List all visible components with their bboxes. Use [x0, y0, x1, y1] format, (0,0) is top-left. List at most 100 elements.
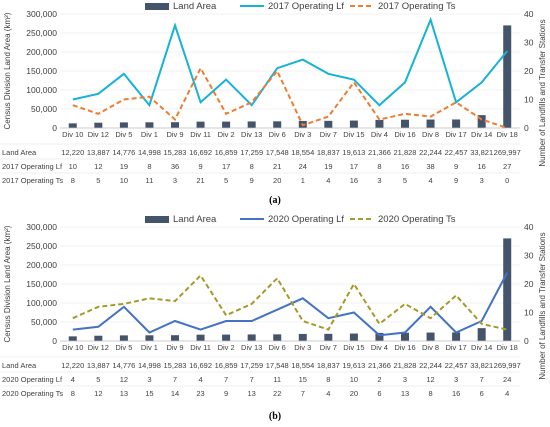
y-tick-label: 200,000 [26, 47, 57, 57]
x-tick-label: Div 3 [294, 343, 311, 352]
table-cell: 5 [224, 176, 228, 185]
y-tick-label: 250,000 [26, 241, 57, 251]
table-cell: 16 [350, 176, 358, 185]
table-cell: 16 [477, 162, 485, 171]
chart-panel-b: 0 50,000 100,000 150,000 200,000 250,000 300,0… [0, 213, 550, 403]
table-cell: 14,776 [112, 148, 135, 157]
table-cell: 16,692 [189, 148, 212, 157]
y2-tick-label: 0 [524, 123, 529, 133]
x-tick-label: Div 16 [394, 130, 415, 139]
table-cell: 7 [173, 375, 177, 384]
table-cell: 3 [147, 375, 151, 384]
legend-label: 2020 Operating Ts [378, 214, 456, 225]
x-tick-label: Div 14 [471, 343, 492, 352]
x-tick-label: Div 8 [422, 130, 439, 139]
x-tick-label: Div 2 [218, 130, 235, 139]
x-tick-label: Div 15 [343, 130, 364, 139]
bar [349, 120, 358, 128]
table-cell: 9 [198, 162, 202, 171]
bar [94, 335, 103, 341]
x-tick-label: Div 9 [166, 130, 183, 139]
bar [452, 332, 461, 341]
table-cell: 20 [273, 176, 281, 185]
x-tick-label: Div 12 [88, 130, 109, 139]
table-cell: 9 [454, 176, 458, 185]
x-tick-label: Div 3 [294, 130, 311, 139]
table-cell: 13 [120, 389, 128, 398]
bar [273, 121, 282, 128]
y2-tick-label: 30 [524, 38, 534, 48]
table-cell: 14,776 [112, 361, 135, 370]
table-cell: 8 [71, 389, 75, 398]
bar [94, 122, 103, 128]
table-row-label: 2020 Operating Ts [2, 389, 63, 398]
y2-tick-label: 30 [524, 251, 534, 261]
table-cell: 24 [503, 375, 511, 384]
table-cell: 7 [224, 375, 228, 384]
bar [401, 119, 409, 128]
x-tick-label: Div 10 [62, 343, 83, 352]
table-cell: 19 [120, 162, 128, 171]
bar [171, 122, 179, 128]
table-cell: 17,259 [240, 361, 263, 370]
table-cell: 13 [401, 389, 409, 398]
bar [375, 119, 384, 128]
table-cell: 3 [454, 375, 458, 384]
x-tick-label: Div 14 [471, 130, 492, 139]
table-cell: 12,220 [61, 148, 84, 157]
table-cell: 3 [480, 176, 484, 185]
table-cell: 10 [69, 162, 77, 171]
y-axis-label: Census Division Land Area (km²) [3, 225, 12, 342]
x-tick-label: Div 15 [343, 343, 364, 352]
bar [171, 335, 179, 341]
table-cell: 269,997 [494, 361, 521, 370]
table-cell: 13 [247, 389, 255, 398]
y2-tick-label: 10 [524, 95, 534, 105]
table-cell: 33,821 [470, 361, 493, 370]
bar [375, 332, 384, 341]
table-cell: 21,366 [368, 148, 391, 157]
table-cell: 7 [250, 375, 254, 384]
series-line-1 [72, 272, 509, 337]
chart-panel-a: 0 50,000 100,000 150,000 200,000 250,000 300,0… [0, 0, 550, 190]
x-tick-label: Div 1 [141, 343, 158, 352]
table-cell: 17,548 [266, 148, 289, 157]
table-cell: 38 [426, 162, 434, 171]
table-cell: 19 [324, 162, 332, 171]
table-cell: 9 [250, 176, 254, 185]
table-cell: 21 [273, 162, 281, 171]
table-cell: 0 [505, 176, 509, 185]
table-cell: 19,613 [342, 148, 365, 157]
x-tick-label: Div 7 [320, 130, 337, 139]
y2-tick-label: 40 [524, 222, 534, 232]
table-cell: 12 [94, 162, 102, 171]
table-cell: 4 [71, 375, 75, 384]
table-cell: 8 [71, 176, 75, 185]
table-cell: 22,244 [419, 148, 442, 157]
x-tick-label: Div 12 [88, 343, 109, 352]
legend-swatch [145, 3, 169, 10]
x-tick-label: Div 13 [241, 343, 262, 352]
y-tick-label: 200,000 [26, 260, 57, 270]
table-cell: 6 [377, 389, 381, 398]
table-cell: 17 [222, 162, 230, 171]
y-tick-label: 150,000 [26, 66, 57, 76]
table-cell: 18,554 [291, 361, 314, 370]
table-cell: 12 [94, 389, 102, 398]
table-cell: 21,366 [368, 361, 391, 370]
bar [452, 119, 461, 128]
x-tick-label: Div 1 [141, 130, 158, 139]
table-cell: 33,821 [470, 148, 493, 157]
table-cell: 21,828 [394, 361, 417, 370]
table-cell: 18,837 [317, 148, 340, 157]
table-cell: 14,998 [138, 148, 161, 157]
bar [145, 122, 154, 128]
y-axis-label: Census Division Land Area (km²) [3, 12, 12, 129]
table-cell: 15 [145, 389, 153, 398]
x-tick-label: Div 8 [422, 343, 439, 352]
table-cell: 15,283 [164, 148, 187, 157]
caption-b: (b) [268, 411, 282, 422]
y-tick-label: 0 [52, 336, 57, 346]
table-cell: 7 [480, 375, 484, 384]
table-cell: 11 [146, 176, 154, 185]
